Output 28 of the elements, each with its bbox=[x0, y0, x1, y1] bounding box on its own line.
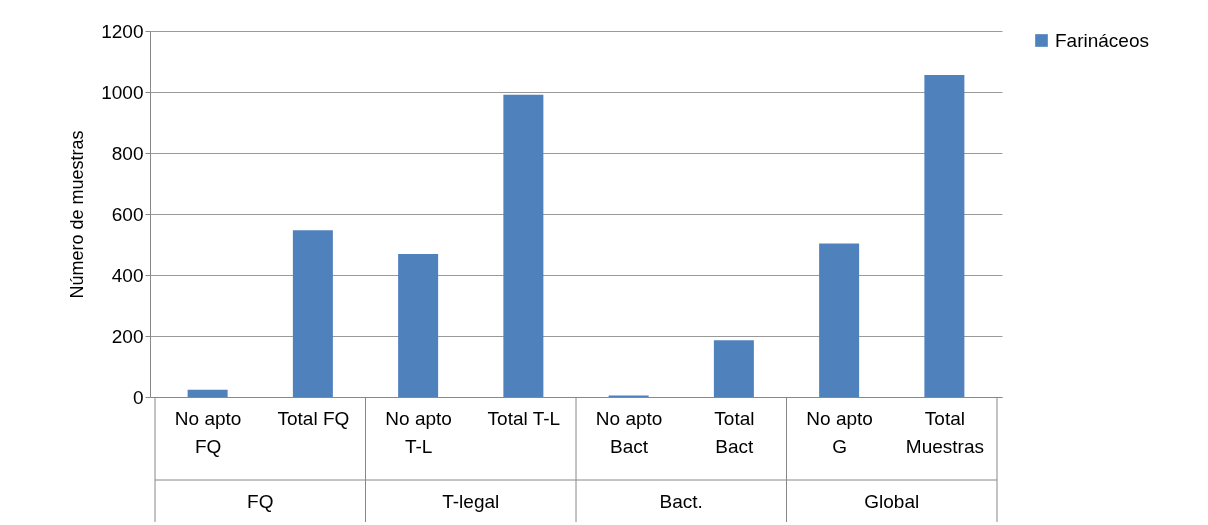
y-tick-label: 0 bbox=[132, 386, 144, 408]
x-tick-label: No apto FQ bbox=[174, 407, 242, 457]
legend-label: Farináceos bbox=[1055, 29, 1149, 51]
text: FQ bbox=[247, 491, 274, 512]
bar bbox=[713, 340, 754, 397]
x-tick-label: No apto G bbox=[806, 407, 873, 457]
y-tick-label: 600 bbox=[111, 203, 144, 225]
bar bbox=[819, 243, 860, 397]
text: Bact. bbox=[659, 491, 703, 512]
x-tick-label: Total Bact bbox=[714, 407, 755, 457]
y-axis-title: Número de muestras bbox=[67, 130, 88, 299]
text: T-legal bbox=[442, 491, 500, 512]
y-tick-label: 400 bbox=[111, 264, 144, 286]
x-tick-label: Total Muestras bbox=[905, 407, 984, 457]
x-tick-label: No apto Bact bbox=[595, 407, 663, 457]
x-tick-label: No apto T-L bbox=[385, 407, 452, 457]
bar bbox=[924, 74, 965, 397]
y-tick-label: 1000 bbox=[101, 81, 144, 103]
bar bbox=[187, 389, 228, 397]
text: Global bbox=[864, 491, 920, 512]
x-tick-label: Total FQ bbox=[277, 407, 350, 429]
x-tick-label: Total T-L bbox=[487, 407, 561, 429]
y-tick-label: 200 bbox=[111, 325, 144, 347]
bar bbox=[398, 253, 439, 397]
y-tick-label: 800 bbox=[111, 142, 144, 164]
bar bbox=[292, 230, 333, 397]
bar bbox=[503, 94, 544, 397]
y-tick-label: 1200 bbox=[101, 20, 144, 42]
